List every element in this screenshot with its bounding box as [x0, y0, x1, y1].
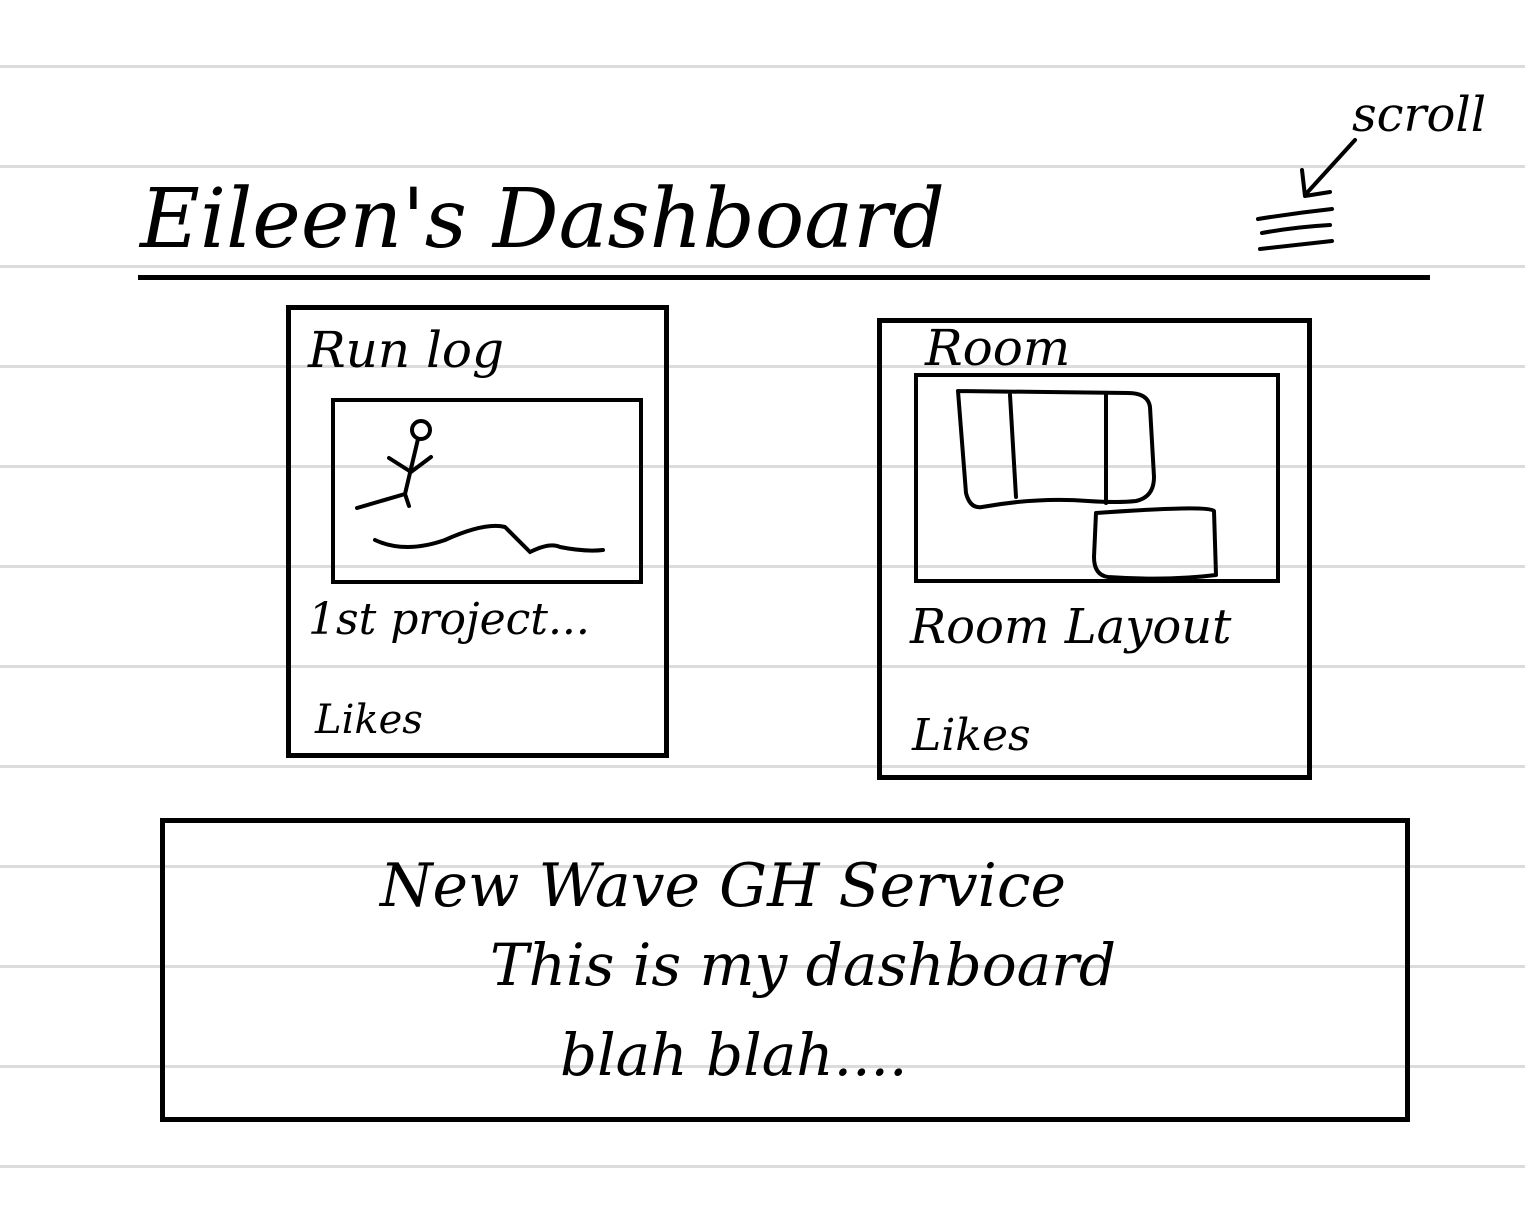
card-title-run-log: Run log — [308, 321, 505, 379]
banner-line-1: New Wave GH Service — [380, 851, 1066, 921]
project-card-run-log[interactable] — [286, 305, 669, 758]
banner-line-2: This is my dashboard — [490, 931, 1117, 999]
room-layout-icon — [956, 389, 1218, 581]
menu-annotation: scroll — [1352, 87, 1487, 143]
card-thumbnail-run-log — [331, 398, 643, 584]
runner-icon — [355, 419, 605, 555]
card-subtitle-run-log: 1st project... — [308, 594, 590, 645]
header-divider — [138, 275, 1430, 280]
card-title-room: Room — [925, 319, 1071, 377]
annotation-arrow-icon — [1300, 138, 1357, 198]
card-likes-room[interactable]: Likes — [912, 710, 1031, 761]
project-card-room[interactable] — [877, 318, 1312, 780]
card-likes-run-log[interactable]: Likes — [315, 697, 423, 743]
page-title: Eileen's Dashboard — [140, 172, 945, 267]
card-subtitle-room: Room Layout — [910, 599, 1232, 655]
about-banner — [160, 818, 1410, 1122]
card-thumbnail-room — [914, 373, 1280, 583]
menu-icon[interactable] — [1250, 205, 1340, 265]
banner-line-3: blah blah.... — [560, 1021, 908, 1089]
